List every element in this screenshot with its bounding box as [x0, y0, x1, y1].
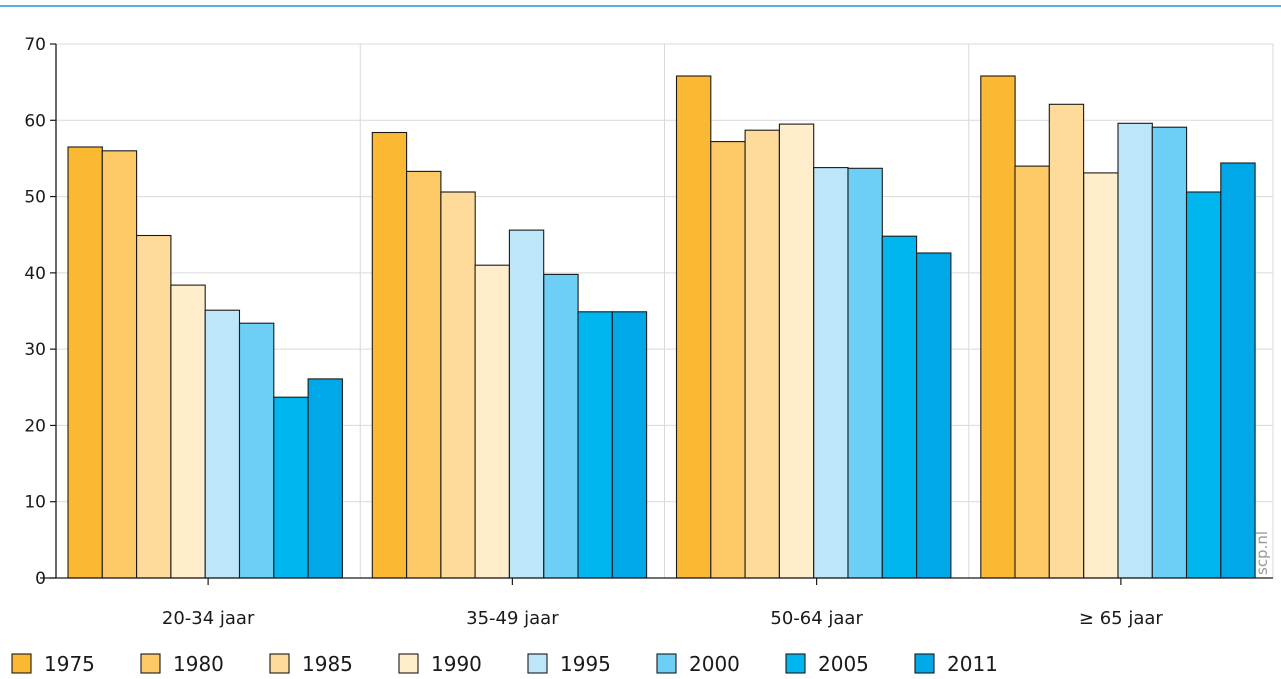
bar-1985-3	[1048, 103, 1085, 579]
y-tick-label: 50	[24, 188, 46, 208]
legend: 1975 1980 1985 1990 1995 2000 2005 2011	[11, 652, 998, 676]
bar-1990-2	[778, 123, 815, 579]
bar-2000-3	[1151, 126, 1188, 579]
bar-1975-3	[980, 75, 1016, 579]
legend-swatch-1990	[398, 653, 419, 674]
bar-2005-2	[881, 235, 918, 579]
bar-2000-1	[543, 273, 579, 579]
legend-label: 1985	[302, 652, 353, 676]
y-tick-label: 0	[35, 569, 46, 589]
bar-2011-1	[611, 311, 648, 579]
y-tick-label: 10	[24, 493, 46, 513]
bar-1975-1	[371, 131, 408, 579]
bar-2011-0	[307, 378, 343, 579]
legend-label: 1990	[431, 652, 482, 676]
legend-label: 1995	[560, 652, 611, 676]
bar-2005-1	[577, 311, 613, 579]
bar-1995-3	[1117, 122, 1153, 579]
bar-2005-0	[273, 396, 309, 579]
legend-label: 1980	[173, 652, 224, 676]
y-tick-label: 40	[24, 264, 46, 284]
category-labels: 20-34 jaar 35-49 jaar 50-64 jaar ≥ 65 jaar	[162, 608, 1164, 629]
bar-1980-1	[406, 170, 442, 579]
bar-2000-0	[238, 322, 275, 579]
bar-1990-3	[1083, 172, 1119, 579]
legend-swatch-1985	[269, 653, 290, 674]
y-tick-label: 30	[24, 340, 46, 360]
watermark-text: scp.nl	[1253, 531, 1271, 575]
bar-2011-2	[916, 252, 952, 579]
bar-1980-0	[101, 150, 138, 579]
bar-2005-3	[1185, 191, 1222, 579]
legend-swatch-1975	[11, 653, 32, 674]
legend-label: 2000	[689, 652, 740, 676]
y-tick-label: 70	[24, 35, 46, 55]
bar-1985-0	[136, 234, 172, 579]
y-tick-label: 20	[24, 416, 46, 436]
bar-1980-3	[1014, 165, 1050, 579]
bar-2011-3	[1220, 162, 1256, 579]
legend-swatch-1995	[527, 653, 548, 674]
category-label: ≥ 65 jaar	[1079, 608, 1163, 629]
bar-1990-1	[474, 264, 510, 579]
bar-1975-0	[67, 146, 103, 579]
category-label: 20-34 jaar	[162, 608, 255, 629]
legend-swatch-1980	[140, 653, 161, 674]
bar-1980-2	[710, 141, 746, 579]
bar-1985-2	[744, 129, 780, 579]
bar-1995-2	[813, 167, 849, 579]
axes	[40, 43, 1273, 585]
category-label: 35-49 jaar	[466, 608, 559, 629]
bar-1995-0	[204, 309, 241, 579]
legend-label: 2005	[818, 652, 869, 676]
legend-swatch-2000	[656, 653, 677, 674]
bar-1975-2	[675, 75, 712, 579]
bar-1985-1	[440, 191, 476, 579]
bar-1990-0	[170, 284, 206, 579]
bars	[67, 75, 1256, 579]
legend-label: 2011	[947, 652, 998, 676]
bar-1995-1	[508, 229, 545, 579]
legend-swatch-2011	[914, 653, 935, 674]
bar-2000-2	[847, 167, 883, 579]
legend-swatch-2005	[785, 653, 806, 674]
category-label: 50-64 jaar	[770, 608, 863, 629]
legend-label: 1975	[44, 652, 95, 676]
y-tick-label: 60	[24, 111, 46, 131]
y-axis-ticks: 0 10 20 30 40 50 60 70	[24, 35, 46, 589]
